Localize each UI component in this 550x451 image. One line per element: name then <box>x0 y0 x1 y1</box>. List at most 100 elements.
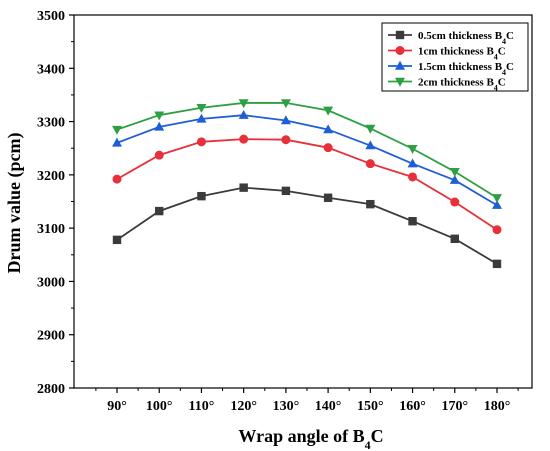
data-point <box>323 143 333 153</box>
data-point <box>408 217 417 226</box>
series-layer <box>112 99 502 269</box>
y-tick-label: 3200 <box>37 169 65 184</box>
data-point <box>196 113 207 123</box>
y-tick-label: 2900 <box>37 329 65 344</box>
y-tick-label: 3100 <box>37 222 65 237</box>
x-axis-title-sub: 4 <box>365 438 371 451</box>
series-line <box>116 186 498 265</box>
data-point <box>238 99 249 109</box>
data-point <box>323 193 333 202</box>
y-tick-label: 3000 <box>37 275 65 290</box>
data-point <box>155 206 164 216</box>
data-point <box>239 134 249 144</box>
data-point <box>407 145 418 154</box>
data-point <box>323 124 334 134</box>
x-tick-label: 100° <box>146 399 173 414</box>
legend-entry: 0.5cm thickness B4C <box>388 30 514 46</box>
y-axis-title: Drum value (pcm) <box>4 133 25 274</box>
data-point <box>492 259 502 269</box>
data-point <box>407 158 418 168</box>
data-point <box>280 99 291 109</box>
data-point <box>154 121 165 131</box>
data-point <box>112 137 122 147</box>
data-point <box>492 225 502 235</box>
series-2 <box>112 134 502 235</box>
data-point <box>112 235 122 245</box>
data-point <box>449 167 460 177</box>
data-point <box>154 111 165 121</box>
x-tick-label: 170° <box>441 399 468 414</box>
data-point <box>280 115 291 125</box>
data-point <box>449 174 460 184</box>
x-axis-title-main: Wrap angle of B <box>238 426 364 446</box>
series-3 <box>112 109 502 209</box>
x-tick-label: 150° <box>357 399 384 414</box>
data-point <box>450 197 460 207</box>
legend-label-main: 1cm thickness B <box>418 46 494 58</box>
data-point <box>196 104 207 113</box>
data-point <box>197 191 206 201</box>
data-point <box>281 135 291 145</box>
legend-label-sub: 4 <box>502 68 506 77</box>
x-axis-title-tail: C <box>371 426 384 446</box>
data-point <box>239 183 248 192</box>
legend-label-tail: C <box>506 30 514 42</box>
legend-label: 0.5cm thickness B4C <box>418 30 514 46</box>
legend-entry: 2cm thickness B4C <box>388 77 506 93</box>
data-point <box>323 106 334 116</box>
legend-entry: 1cm thickness B4C <box>388 46 506 62</box>
data-point <box>112 174 122 184</box>
y-tick-label: 2800 <box>37 382 65 397</box>
legend-label-main: 1.5cm thickness B <box>418 61 503 73</box>
series-line <box>116 138 498 231</box>
legend-label: 1.5cm thickness B4C <box>418 61 514 77</box>
legend-label-tail: C <box>498 77 506 89</box>
legend-label: 2cm thickness B4C <box>418 77 506 93</box>
x-axis: 90° 100° 110° 120° 130° 140° 150° 160° 170° 180° <box>95 388 519 414</box>
legend-label-tail: C <box>506 61 514 73</box>
legend-label-sub: 4 <box>502 37 506 46</box>
legend-marker <box>395 46 405 55</box>
y-tick-label: 3300 <box>37 116 65 131</box>
legend-marker <box>395 30 405 40</box>
y-axis: 2800 2900 3000 3100 3200 3300 3400 3500 <box>37 9 74 397</box>
legend-label-main: 0.5cm thickness B <box>418 30 503 42</box>
data-point <box>492 194 502 203</box>
data-point <box>196 137 206 147</box>
y-tick-label: 3500 <box>37 9 65 24</box>
legend-marker <box>395 60 405 70</box>
x-tick-label: 110° <box>189 399 215 414</box>
series-line <box>116 114 498 207</box>
data-point <box>450 234 459 243</box>
data-point <box>365 159 375 169</box>
x-tick-label: 130° <box>273 399 300 414</box>
y-tick-label: 3400 <box>37 62 65 77</box>
data-point <box>281 186 291 196</box>
data-point <box>365 124 376 134</box>
legend-label-tail: C <box>498 46 506 58</box>
data-point <box>112 125 122 135</box>
x-tick-label: 120° <box>230 399 257 414</box>
series-line <box>116 102 498 199</box>
data-point <box>492 200 502 209</box>
legend-marker <box>395 77 405 87</box>
legend-label-main: 2cm thickness B <box>418 77 494 89</box>
data-point <box>408 172 418 182</box>
data-point <box>366 199 375 209</box>
legend-label: 1cm thickness B4C <box>418 46 506 62</box>
x-tick-label: 140° <box>315 399 342 414</box>
x-tick-label: 180° <box>484 399 511 414</box>
data-point <box>154 150 164 160</box>
legend-entry: 1.5cm thickness B4C <box>388 60 514 77</box>
series-1 <box>112 183 502 269</box>
series-4 <box>112 99 502 203</box>
data-point <box>238 109 249 119</box>
legend-label-sub: 4 <box>494 52 498 61</box>
x-tick-label: 90° <box>107 399 127 414</box>
x-axis-title: Wrap angle of B4C <box>238 426 383 451</box>
legend-label-sub: 4 <box>494 83 498 92</box>
x-tick-label: 160° <box>399 399 426 414</box>
data-point <box>365 140 376 150</box>
